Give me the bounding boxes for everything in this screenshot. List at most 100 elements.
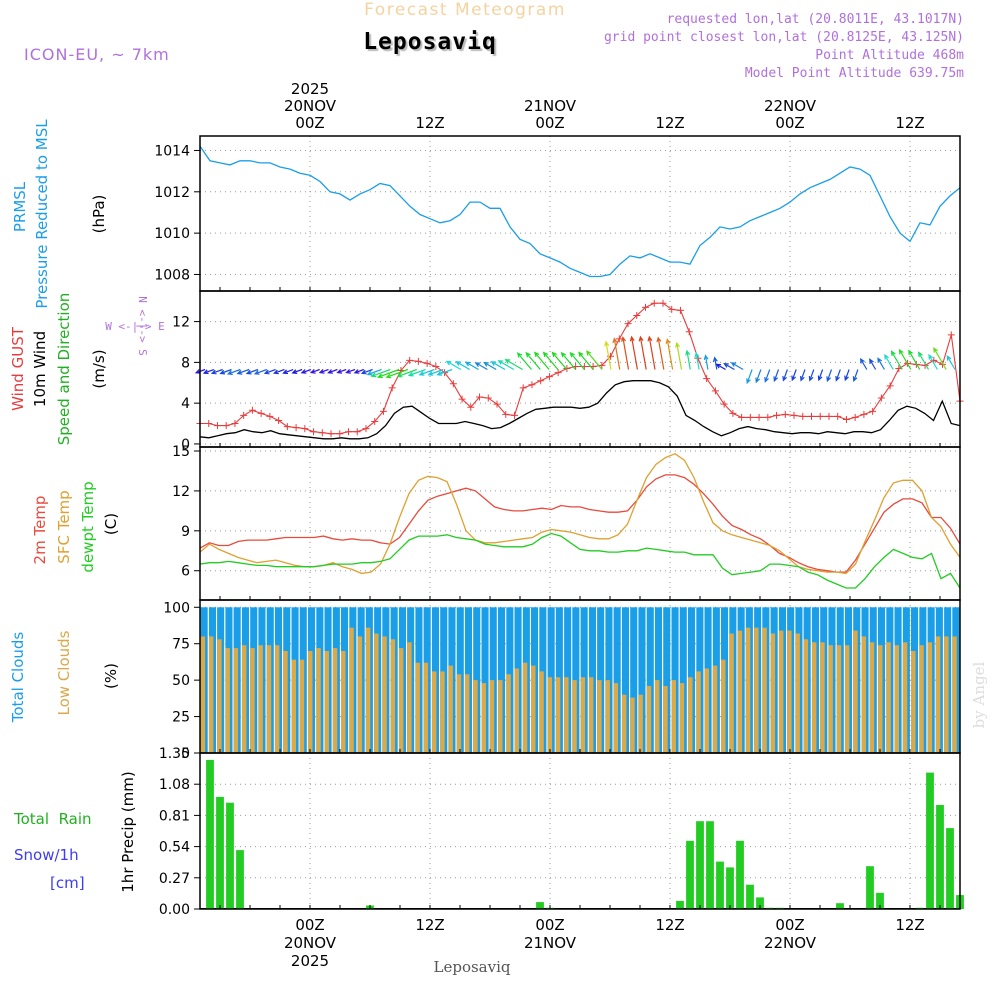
gust-marker (877, 394, 885, 402)
low-cloud-bar (605, 680, 610, 753)
rain-bar (746, 884, 754, 909)
low-cloud-bar (919, 645, 924, 753)
wind-10m-line (199, 380, 961, 440)
gust-marker (781, 410, 789, 418)
low-cloud-bar (473, 680, 478, 753)
y-tick-label: 50 (172, 673, 190, 689)
y-tick-label: 1012 (154, 185, 190, 201)
low-cloud-bar (588, 677, 594, 753)
low-cloud-bar (258, 645, 263, 753)
y-tick-label: 100 (163, 600, 190, 616)
wind-direction-arrow (455, 361, 471, 371)
low-cloud-bar (522, 662, 528, 753)
wind-direction-arrow (560, 351, 577, 370)
wind-direction-arrow (282, 368, 294, 375)
gust-marker (615, 335, 623, 343)
top-time-label: 20NOV (284, 97, 337, 115)
total-cloud-bar (663, 607, 671, 753)
wind-direction-arrow (908, 349, 921, 370)
wind-direction-arrow (418, 368, 435, 376)
gust-marker (528, 381, 536, 389)
gust-marker (213, 422, 221, 430)
low-cloud-bar (506, 674, 511, 753)
wind-direction-arrow (226, 368, 241, 375)
low-cloud-bar (894, 645, 899, 753)
wind-direction-arrow (497, 360, 515, 371)
wind-direction-arrow (309, 368, 320, 374)
gust-marker (642, 303, 650, 311)
low-cloud-bar (382, 636, 387, 753)
wind-direction-arrow (715, 363, 726, 371)
y-tick-label: 0 (181, 746, 190, 762)
wind-direction-arrow (436, 368, 453, 376)
bottom-time-label: 12Z (895, 916, 924, 934)
total-cloud-bar (646, 607, 654, 753)
gust-marker (388, 384, 396, 392)
gust-marker (502, 410, 510, 418)
wind-direction-arrow (604, 340, 612, 370)
bottom-time-label: 00Z (775, 916, 804, 934)
gust-marker (537, 377, 545, 385)
low-cloud-bar (531, 665, 536, 753)
y-tick-label: 1.08 (159, 777, 190, 793)
y-tick-label: 12 (172, 484, 190, 500)
watermark: by Angel (970, 661, 988, 728)
gust-marker (493, 400, 501, 408)
low-cloud-bar (886, 642, 891, 753)
gust-marker (598, 361, 606, 369)
bottom-time-label: 00Z (295, 916, 324, 934)
wind-gust-line (200, 302, 961, 435)
wind-direction-arrow (407, 368, 426, 377)
rain-bar (686, 840, 694, 909)
gust-marker (659, 299, 667, 307)
low-cloud-bar (448, 665, 453, 753)
grid-point-coords: grid point closest lon,lat (20.8125E, 43… (604, 30, 964, 45)
wind-direction-arrow (504, 359, 523, 371)
low-cloud-bar (514, 668, 519, 753)
top-time-label: 2025 (291, 80, 329, 98)
wind-direction-arrow (585, 350, 603, 370)
precip-axis-label: 1hr Precip (mm) (119, 771, 137, 892)
bottom-time-label: 12Z (655, 916, 684, 934)
low-cloud-bar (638, 694, 643, 753)
wind-direction-arrow (730, 362, 744, 371)
temp-sfc-line (199, 452, 961, 575)
wind-direction-arrow (336, 368, 347, 374)
low-cloud-bar (481, 683, 486, 753)
panel-frame (199, 135, 961, 292)
low-cloud-bar (217, 639, 222, 753)
low-cloud-bar (208, 636, 214, 753)
wind-10m-label: 10m Wind (31, 331, 49, 407)
low-cloud-bar (547, 677, 553, 753)
gust-marker (423, 359, 431, 367)
wind-direction-arrow (755, 369, 762, 384)
low-cloud-bar (349, 627, 354, 753)
wind-direction-arrow (647, 335, 656, 370)
bottom-time-label: 21NOV (524, 934, 577, 952)
low-cloud-bar (844, 645, 850, 753)
low-cloud-bar (696, 671, 701, 753)
low-cloud-bar (828, 645, 833, 753)
wind-direction-arrow (675, 341, 683, 370)
wind-direction-arrow (782, 369, 788, 382)
gust-marker (458, 395, 466, 403)
point-altitude: Point Altitude 468m (815, 48, 964, 63)
low-cloud-bar (803, 639, 809, 753)
pressure-msl-label: Pressure Reduced to MSL (33, 119, 51, 309)
temp-dewpt-line (199, 532, 961, 589)
low-cloud-bar (836, 645, 842, 753)
gust-marker (248, 406, 256, 414)
bottom-time-label: 20NOV (284, 934, 337, 952)
wind-direction-arrow (273, 368, 285, 375)
rain-bar (866, 866, 874, 909)
rain-bar (236, 850, 244, 909)
gust-marker (764, 413, 772, 421)
y-tick-label: 15 (172, 444, 190, 460)
wind-direction-arrow (236, 368, 250, 375)
total-rain-label: Total Rain (13, 810, 92, 828)
rain-bar (206, 759, 214, 909)
rain-bar (216, 796, 224, 909)
wind-direction-arrow (569, 351, 585, 370)
low-cloud-bar (365, 627, 371, 753)
low-cloud-bar (489, 680, 495, 753)
